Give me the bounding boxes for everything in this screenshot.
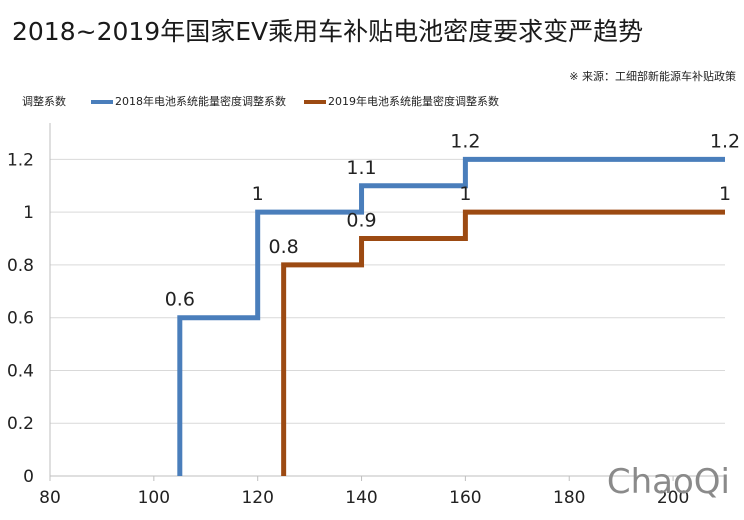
y-tick-label: 0.2 bbox=[7, 414, 34, 434]
y-tick-label: 1 bbox=[23, 203, 34, 223]
data-label: 1.1 bbox=[346, 157, 376, 179]
data-label: 0.9 bbox=[346, 210, 376, 232]
x-tick-label: 100 bbox=[138, 488, 170, 508]
y-tick-label: 0 bbox=[23, 467, 34, 487]
data-label: 1.2 bbox=[450, 130, 480, 152]
legend-item-2019: 2019年电池系统能量密度调整系数 bbox=[304, 93, 499, 109]
y-axis-label: 调整系数 bbox=[22, 95, 66, 108]
legend-swatch-2018 bbox=[91, 100, 113, 104]
series-line-2019 bbox=[281, 209, 725, 476]
x-tick-label: 160 bbox=[449, 488, 481, 508]
y-tick-label: 0.8 bbox=[7, 256, 34, 276]
watermark-logo: ChaoQi bbox=[606, 462, 730, 502]
y-tick-label: 0.6 bbox=[7, 309, 34, 329]
y-tick-label: 1.2 bbox=[7, 150, 34, 170]
legend-label-2018: 2018年电池系统能量密度调整系数 bbox=[115, 95, 286, 108]
data-label: 1.2 bbox=[710, 130, 740, 152]
legend-swatch-2019 bbox=[304, 100, 326, 104]
data-label: 1 bbox=[252, 183, 264, 205]
legend-label-2019: 2019年电池系统能量密度调整系数 bbox=[328, 95, 499, 108]
data-label: 0.8 bbox=[269, 236, 299, 258]
series-line-2018 bbox=[177, 156, 725, 476]
source-note: ※ 来源：工细部新能源车补贴政策 bbox=[569, 70, 736, 83]
y-tick-label: 0.4 bbox=[7, 361, 34, 381]
x-tick-label: 180 bbox=[553, 488, 585, 508]
x-tick-label: 140 bbox=[345, 488, 377, 508]
data-label: 0.6 bbox=[165, 289, 195, 311]
data-label: 1 bbox=[459, 183, 471, 205]
data-label: 1 bbox=[719, 183, 731, 205]
x-tick-label: 120 bbox=[241, 488, 273, 508]
x-tick-label: 80 bbox=[39, 488, 61, 508]
legend-item-2018: 2018年电池系统能量密度调整系数 bbox=[91, 93, 286, 109]
chart-title: 2018~2019年国家EV乘用车补贴电池密度要求变严趋势 bbox=[12, 17, 644, 46]
x-tick-label: 200 bbox=[657, 488, 689, 508]
